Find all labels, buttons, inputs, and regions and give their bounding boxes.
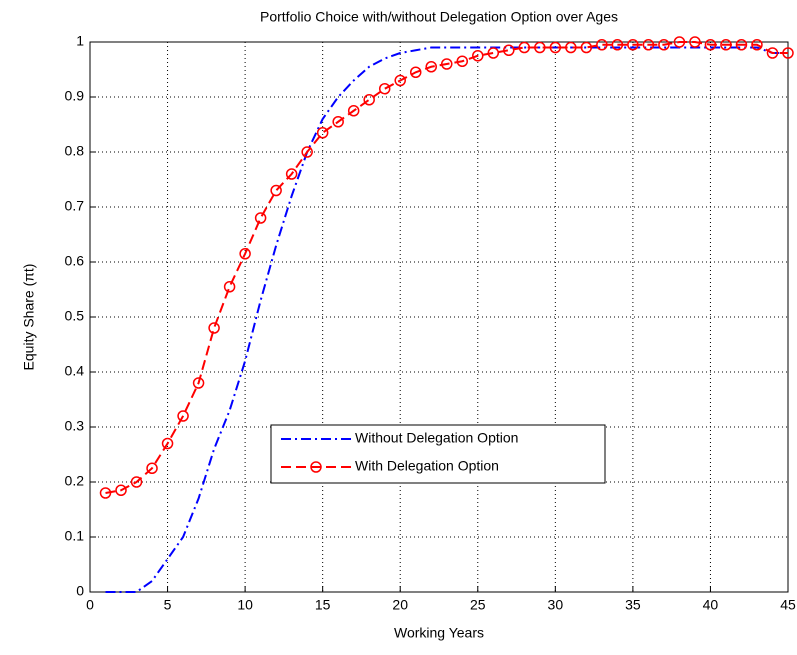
y-axis-label: Equity Share (πt): [21, 264, 37, 371]
legend-marker: [310, 461, 322, 473]
plot-frame: [89, 41, 789, 593]
y-tick-label: 0.5: [65, 308, 85, 324]
marker: [115, 484, 127, 496]
y-tick-label: 0.4: [65, 363, 85, 379]
chart-title: Portfolio Choice with/without Delegation…: [260, 9, 618, 25]
marker: [456, 55, 469, 67]
legend-label: With Delegation Option: [355, 458, 499, 474]
marker: [177, 410, 189, 422]
legend-label: Without Delegation Option: [355, 430, 518, 446]
x-tick-label: 10: [237, 597, 253, 613]
x-tick-label: 25: [470, 597, 486, 613]
marker: [130, 476, 143, 488]
marker: [487, 47, 500, 59]
y-tick-label: 0.9: [65, 88, 85, 104]
marker: [658, 39, 670, 51]
marker: [347, 105, 360, 117]
x-tick-label: 30: [548, 597, 564, 613]
marker: [766, 47, 779, 59]
marker: [239, 248, 251, 260]
marker: [549, 41, 562, 54]
marker: [503, 44, 515, 56]
marker: [627, 39, 639, 51]
y-tick-label: 0.2: [65, 473, 85, 489]
marker: [580, 41, 593, 54]
series-line: [105, 41, 788, 494]
marker: [99, 487, 112, 499]
y-tick-label: 1: [76, 33, 84, 49]
marker: [254, 212, 267, 224]
marker: [378, 83, 391, 95]
x-axis-label: Working Years: [394, 625, 484, 641]
y-tick-label: 0.3: [65, 418, 85, 434]
x-tick-label: 20: [392, 597, 408, 613]
y-tick-label: 0.6: [65, 253, 85, 269]
marker: [161, 437, 174, 450]
marker: [146, 462, 158, 474]
marker: [720, 39, 732, 51]
marker: [409, 66, 422, 78]
marker: [223, 281, 236, 293]
y-tick-label: 0.1: [65, 528, 85, 544]
marker: [192, 377, 205, 389]
marker: [441, 58, 453, 70]
marker: [472, 50, 484, 62]
marker: [673, 36, 686, 48]
marker: [316, 127, 329, 139]
marker: [208, 322, 220, 334]
y-tick-label: 0.8: [65, 143, 85, 159]
marker: [270, 184, 282, 197]
y-tick-label: 0: [76, 583, 84, 599]
marker: [394, 74, 406, 87]
marker: [518, 41, 531, 54]
marker: [425, 61, 437, 73]
x-tick-label: 15: [315, 597, 331, 613]
legend-box: [270, 424, 606, 484]
x-tick-label: 0: [86, 597, 94, 613]
x-tick-label: 40: [703, 597, 719, 613]
marker: [363, 94, 375, 106]
x-tick-label: 45: [780, 597, 796, 613]
marker: [285, 168, 298, 180]
marker: [642, 39, 655, 51]
marker: [534, 41, 546, 54]
marker: [332, 116, 344, 128]
series-line: [105, 46, 788, 593]
marker: [565, 41, 577, 54]
marker: [611, 39, 624, 51]
marker: [735, 39, 748, 51]
marker: [301, 146, 313, 158]
x-tick-label: 5: [164, 597, 172, 613]
marker: [689, 36, 701, 48]
x-tick-label: 35: [625, 597, 641, 613]
y-tick-label: 0.7: [65, 198, 85, 214]
marker: [704, 39, 717, 51]
marker: [782, 47, 794, 59]
marker: [596, 39, 608, 51]
marker: [751, 39, 763, 51]
